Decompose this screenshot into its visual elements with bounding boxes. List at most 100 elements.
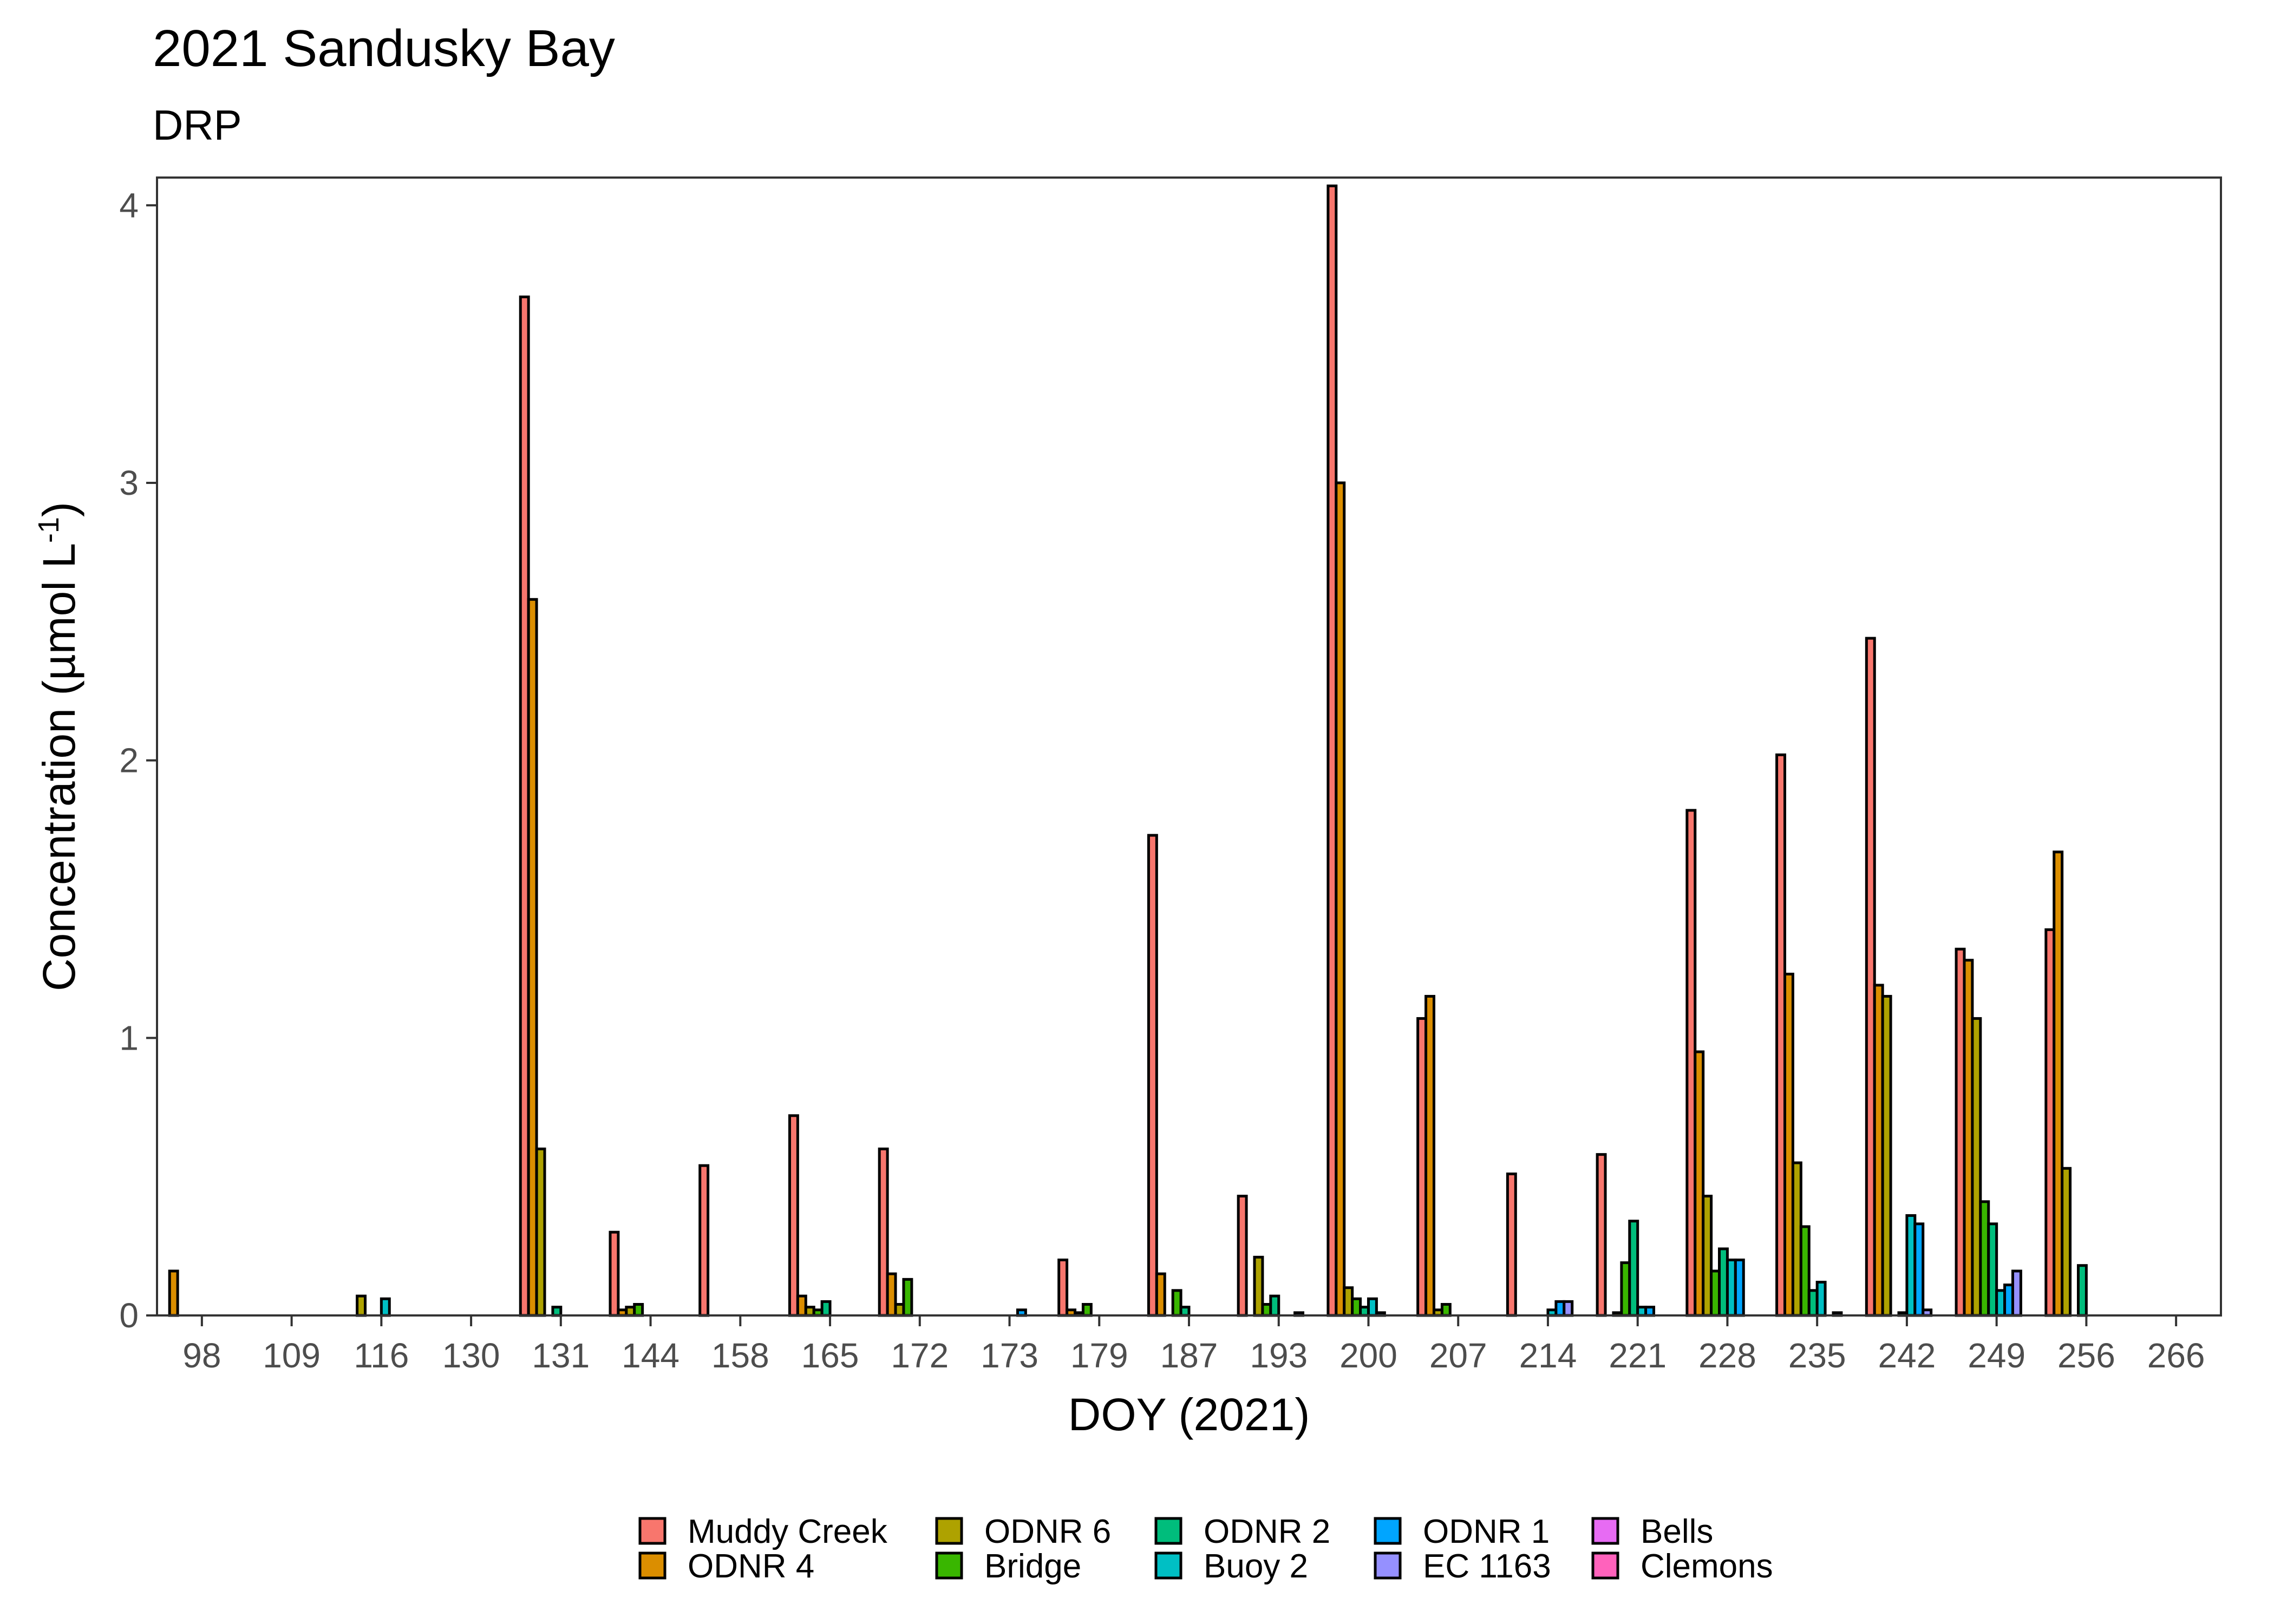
y-axis-title-sup: -1 <box>32 517 65 543</box>
bar-odnr-4-doy-200 <box>1335 481 1346 1317</box>
legend-item-odnr-6: ODNR 6 <box>935 1513 1111 1550</box>
bar-odnr-4-doy-187 <box>1155 1272 1166 1317</box>
legend-key-odnr-4 <box>638 1551 666 1580</box>
bar-buoy-2-doy-116 <box>380 1297 391 1317</box>
bar-odnr-1-doy-221 <box>1644 1306 1656 1317</box>
x-tick-label: 187 <box>1160 1336 1218 1375</box>
x-tick-label: 131 <box>532 1336 590 1375</box>
y-tick-label: 1 <box>119 1018 139 1057</box>
legend-item-buoy-2: Buoy 2 <box>1154 1548 1308 1585</box>
bar-muddy-creek-doy-179 <box>1057 1258 1069 1317</box>
bar-odnr-2-doy-193 <box>1269 1294 1280 1317</box>
bar-odnr-6-doy-116 <box>356 1294 367 1317</box>
legend-key-muddy-creek <box>638 1517 666 1545</box>
legend-label-clemons: Clemons <box>1641 1548 1773 1585</box>
legend-key-bells <box>1591 1517 1619 1545</box>
bar-odnr-2-doy-131 <box>551 1306 563 1317</box>
y-tick-label: 4 <box>119 186 139 225</box>
y-tick-label: 2 <box>119 741 139 780</box>
bar-muddy-creek-doy-221 <box>1596 1153 1607 1317</box>
legend-label-odnr-4: ODNR 4 <box>688 1548 814 1585</box>
bar-buoy-2-doy-235 <box>1815 1280 1827 1317</box>
x-tick-label: 179 <box>1070 1336 1128 1375</box>
bar-odnr-2-doy-165 <box>820 1300 832 1317</box>
legend-item-ec-1163: EC 1163 <box>1374 1548 1551 1585</box>
x-tick-label: 165 <box>801 1336 859 1375</box>
bar-odnr-1-doy-242 <box>1913 1222 1925 1317</box>
y-axis: 0 1 2 3 4 <box>119 186 157 1335</box>
bar-odnr-2-doy-187 <box>1179 1306 1191 1317</box>
x-tick-label: 193 <box>1250 1336 1308 1375</box>
bar-odnr-2-doy-221 <box>1628 1220 1639 1317</box>
x-tick-label: 249 <box>1968 1336 2025 1375</box>
bar-muddy-creek-doy-144 <box>609 1230 620 1317</box>
plot-panel <box>156 176 2222 1317</box>
x-tick-label: 235 <box>1788 1336 1846 1375</box>
bars-layer <box>168 184 2088 1317</box>
bar-muddy-creek-doy-214 <box>1506 1173 1517 1317</box>
bar-muddy-creek-doy-187 <box>1147 834 1158 1317</box>
legend-key-buoy-2 <box>1154 1551 1182 1580</box>
bar-odnr-6-doy-256 <box>2061 1167 2072 1317</box>
x-tick-label: 172 <box>891 1336 949 1375</box>
x-tick-label: 221 <box>1609 1336 1667 1375</box>
x-tick-label: 242 <box>1878 1336 1936 1375</box>
x-tick-label: 116 <box>354 1336 409 1375</box>
legend-key-bridge <box>935 1551 963 1580</box>
legend-item-bridge: Bridge <box>935 1548 1081 1585</box>
legend-item-odnr-1: ODNR 1 <box>1374 1513 1550 1550</box>
x-tick-label: 144 <box>622 1336 679 1375</box>
bar-odnr-6-doy-131 <box>535 1147 546 1317</box>
x-tick-label: 266 <box>2147 1336 2205 1375</box>
x-tick-label: 256 <box>2057 1336 2115 1375</box>
legend-label-bells: Bells <box>1641 1513 1713 1550</box>
legend-label-muddy-creek: Muddy Creek <box>688 1513 888 1550</box>
legend-key-clemons <box>1591 1551 1619 1580</box>
legend-key-odnr-6 <box>935 1517 963 1545</box>
legend-key-ec-1163 <box>1374 1551 1402 1580</box>
bar-odnr-6-doy-242 <box>1881 994 1892 1317</box>
x-tick-label: 98 <box>182 1336 221 1375</box>
y-tick-label: 0 <box>119 1296 139 1335</box>
x-tick-label: 130 <box>442 1336 500 1375</box>
legend-label-bridge: Bridge <box>984 1548 1081 1585</box>
bar-odnr-4-doy-98 <box>168 1269 179 1317</box>
legend-item-odnr-2: ODNR 2 <box>1154 1513 1330 1550</box>
legend-key-odnr-1 <box>1374 1517 1402 1545</box>
bar-muddy-creek-doy-165 <box>788 1114 799 1317</box>
x-tick-label: 158 <box>711 1336 769 1375</box>
x-tick-label: 214 <box>1519 1336 1577 1375</box>
legend-label-odnr-6: ODNR 6 <box>984 1513 1111 1550</box>
y-axis-title-close: ) <box>34 502 84 517</box>
legend-key-odnr-2 <box>1154 1517 1182 1545</box>
bar-odnr-4-doy-207 <box>1424 994 1435 1317</box>
x-tick-label: 228 <box>1698 1336 1756 1375</box>
legend-item-clemons: Clemons <box>1591 1548 1773 1585</box>
x-axis-title: DOY (2021) <box>1068 1389 1310 1440</box>
legend-label-buoy-2: Buoy 2 <box>1204 1548 1308 1585</box>
bar-ec-1163-doy-249 <box>2011 1269 2022 1317</box>
legend-label-odnr-1: ODNR 1 <box>1423 1513 1550 1550</box>
y-tick-label: 3 <box>119 463 139 502</box>
bar-bridge-doy-207 <box>1440 1302 1452 1317</box>
bar-ec-1163-doy-214 <box>1563 1300 1574 1317</box>
chart-subtitle: DRP <box>153 101 242 149</box>
bar-muddy-creek-doy-193 <box>1237 1195 1248 1317</box>
x-axis: 98 109 116 130 131 144 158 165 172 173 179 187 193 20… <box>182 1315 2205 1375</box>
legend-item-bells: Bells <box>1591 1513 1713 1550</box>
bar-odnr-2-doy-256 <box>2076 1264 2088 1317</box>
bar-bridge-doy-172 <box>902 1278 913 1317</box>
chart-title: 2021 Sandusky Bay <box>153 19 615 77</box>
legend-label-odnr-2: ODNR 2 <box>1204 1513 1330 1550</box>
x-tick-label: 109 <box>263 1336 321 1375</box>
legend-item-odnr-4: ODNR 4 <box>638 1548 814 1585</box>
bar-odnr-1-doy-228 <box>1734 1258 1745 1317</box>
x-tick-label: 200 <box>1339 1336 1397 1375</box>
bar-bridge-doy-144 <box>633 1302 644 1317</box>
x-tick-label: 207 <box>1429 1336 1487 1375</box>
x-tick-label: 173 <box>981 1336 1038 1375</box>
legend-item-muddy-creek: Muddy Creek <box>638 1513 888 1550</box>
legend-label-ec-1163: EC 1163 <box>1423 1548 1551 1585</box>
